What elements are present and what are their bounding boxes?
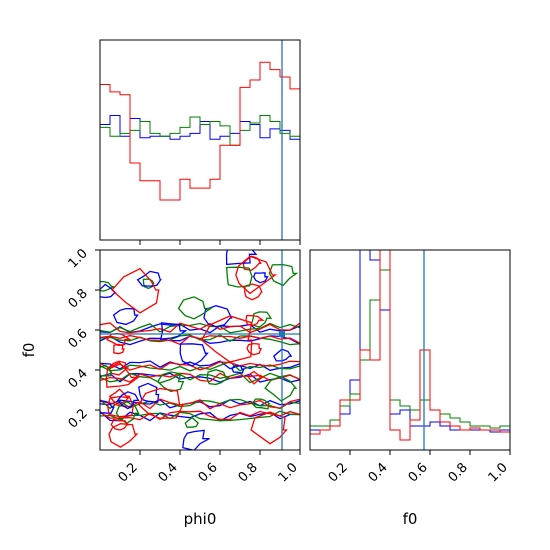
contour-blob-45 [182,429,210,450]
contour-blob-41 [108,388,131,406]
phi0-histogram-series [100,40,300,240]
contour-blob-35 [105,361,141,388]
contour-blob-37 [115,400,140,425]
contour-blob-46 [177,296,213,320]
contour-band-14 [100,322,300,334]
contour-band-17 [100,334,300,346]
phi0-histogram-ticks [139,240,301,245]
contour-blob-32 [107,360,130,376]
contour-blob-56 [247,370,265,385]
contour-blob-30 [231,364,245,374]
contour-lines [100,250,300,450]
contour-band-11 [100,372,300,383]
x-axis-label-phi0: phi0 [184,510,217,528]
f0-histogram-frame [309,249,511,451]
contour-blob-18 [179,343,209,367]
contour-band-9 [100,372,300,384]
contour-blob-59 [235,255,278,295]
contour-blob-53 [108,423,139,448]
contour-blob-21 [100,400,115,414]
f0-hist-series-0 [310,250,510,433]
contour-truth-marker [279,331,285,337]
contour-blob-24 [138,382,160,403]
contour-blob-25 [100,280,115,292]
contour-band-15 [100,334,300,346]
y-axis-label-f0: f0 [20,343,38,358]
contour-frame [99,249,301,451]
contour-blob-20 [242,255,262,271]
contour-band-7 [100,372,300,383]
contour-blob-61 [138,387,184,419]
contour-blob-26 [113,343,125,355]
contour-blob-43 [226,266,254,288]
phi0-hist-series-2 [100,61,300,201]
phi0-hist-series-1 [100,115,300,146]
contour-blob-42 [203,305,233,328]
contour-band-10 [100,360,300,371]
contour-blob-49 [268,263,299,287]
contour-band-16 [100,322,300,334]
contour-blob-44 [107,395,135,418]
contour-blob-19 [184,416,200,428]
contour-blob-33 [272,348,293,362]
contour-band-6 [100,360,300,371]
x-axis-label-f0: f0 [403,510,418,528]
contour-blob-58 [111,267,160,314]
contour-blob-39 [159,322,188,340]
f0-hist-series-1 [310,269,510,429]
f0-histogram-series [310,250,510,450]
contour-blob-47 [246,342,262,356]
contour-blob-52 [100,364,112,377]
contour-blob-50 [110,418,129,431]
contour-blob-60 [200,315,253,363]
contour-blob-54 [116,391,140,410]
phi0-histogram-panel [99,39,301,245]
phi0-histogram-frame [99,39,301,241]
f0-hist-series-2 [310,250,510,441]
contour-blob-38 [245,314,265,326]
contour-blob-22 [264,375,298,402]
contour-blob-62 [250,411,288,445]
contour-blob-36 [252,272,269,284]
contour-blob-40 [206,369,230,386]
contour-blob-55 [251,398,272,410]
contour-band-3 [100,410,300,422]
contour-blob-27 [112,307,139,326]
